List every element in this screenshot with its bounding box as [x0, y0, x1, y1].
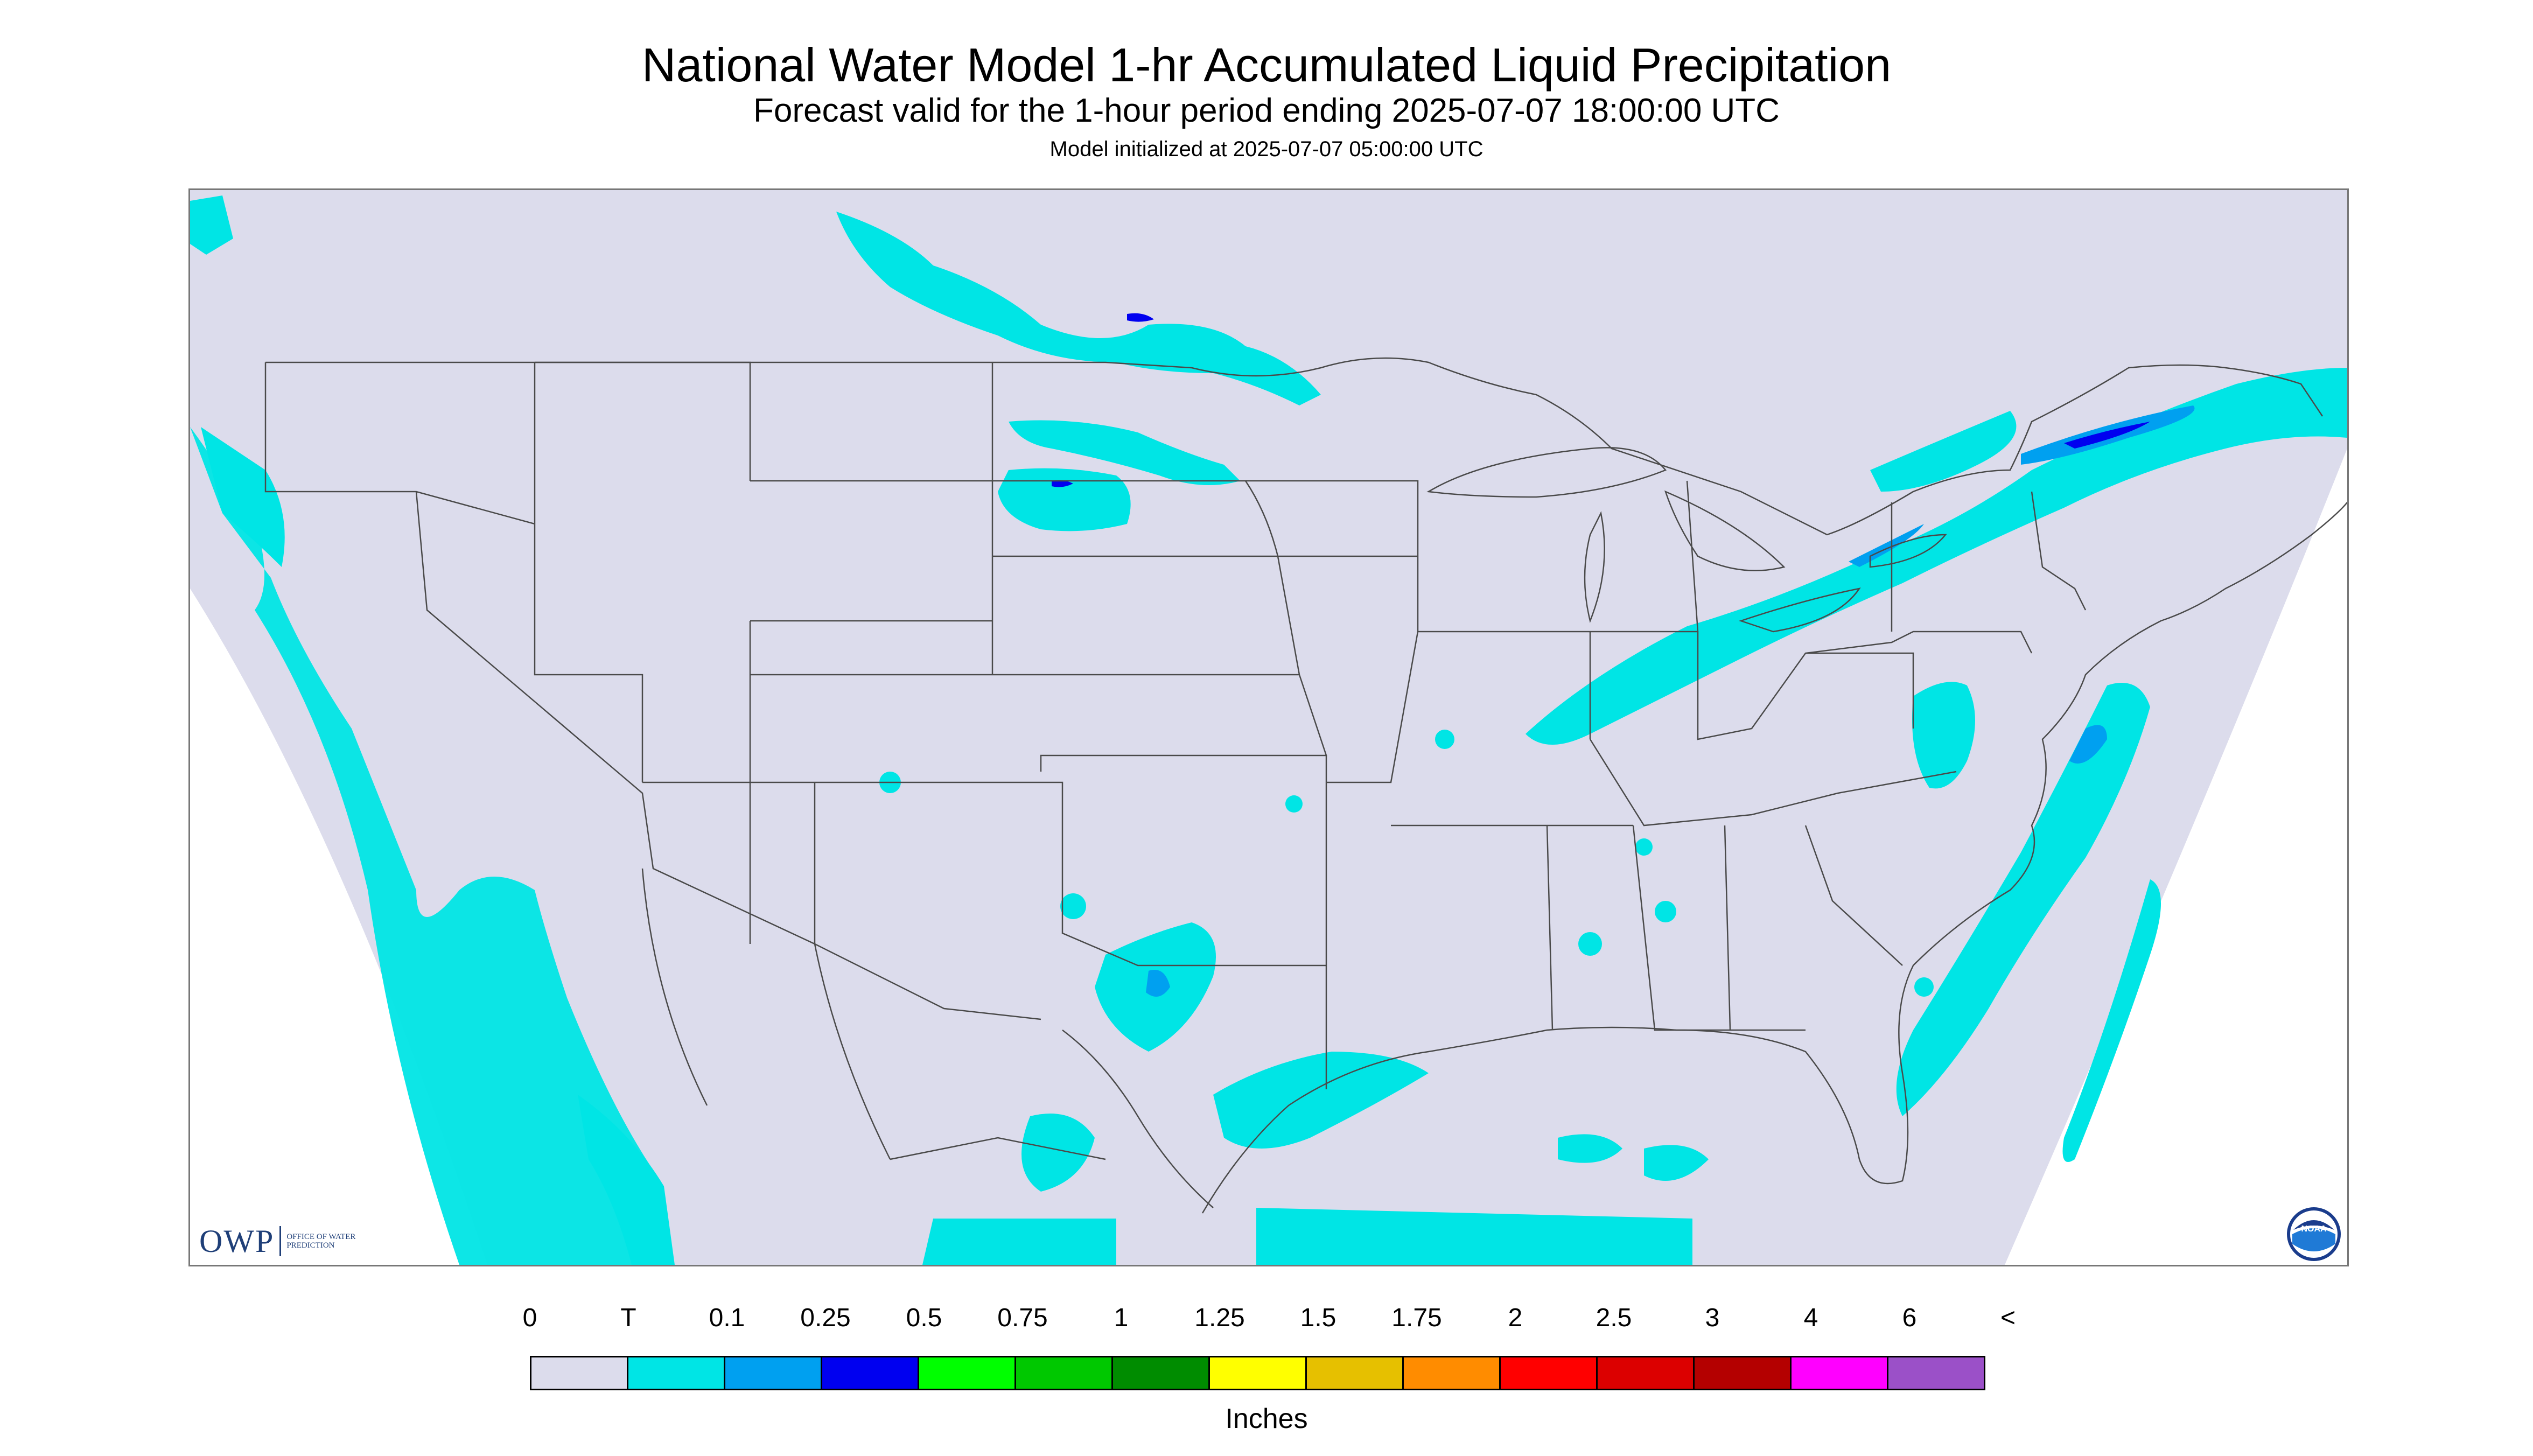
legend-unit-label: Inches	[1225, 1403, 1308, 1434]
precip-area-gulf-strip	[1256, 1208, 1692, 1265]
precip-cell	[1655, 901, 1676, 922]
precip-area-atlantic-offshore	[1896, 683, 2150, 1116]
precip-area-pacific-north	[201, 427, 285, 567]
noaa-logo-text: NOAA	[2301, 1224, 2327, 1234]
precip-area-mid-atlantic	[1912, 682, 1975, 789]
precip-cell	[1635, 838, 1653, 856]
precip-core-atlantic	[2069, 725, 2107, 764]
legend-tick-label: 0.25	[800, 1304, 851, 1332]
precip-cell	[1914, 977, 1934, 997]
legend-tick-label: 1.5	[1300, 1304, 1337, 1332]
legend-swatch	[1790, 1356, 1888, 1390]
precip-core-texas	[1146, 970, 1170, 997]
precip-core-canada	[1127, 313, 1154, 322]
precip-area-mexico-strip	[922, 1219, 1116, 1265]
legend-tick-label: 1	[1114, 1304, 1129, 1332]
legend-swatch	[1693, 1356, 1792, 1390]
precip-cell	[1285, 795, 1303, 813]
legend-color-bar	[530, 1356, 1985, 1390]
precip-cell	[1578, 932, 1602, 956]
legend-swatch	[1208, 1356, 1307, 1390]
map-title: National Water Model 1-hr Accumulated Li…	[641, 38, 1892, 92]
legend-tick-label: 0	[522, 1304, 537, 1332]
noaa-logo-icon: NOAA	[2287, 1207, 2341, 1261]
model-domain	[190, 190, 2347, 1265]
map-canvas	[190, 190, 2347, 1265]
legend-tick-label: <	[2000, 1304, 2016, 1332]
precip-area-atlantic-south	[2062, 879, 2161, 1162]
state-borders	[264, 361, 2087, 1089]
precip-area-great-lakes-band	[1526, 368, 2347, 745]
mexico-borders	[641, 868, 1106, 1160]
precip-area-baja-gulf	[578, 1095, 675, 1265]
precip-area-new-england	[1870, 411, 2017, 492]
legend-swatch	[724, 1356, 822, 1390]
precip-area-south-texas	[1021, 1114, 1095, 1192]
precip-area-gulf-east	[1644, 1145, 1709, 1181]
us-canada-border	[265, 357, 2324, 536]
legend-swatch	[1887, 1356, 1985, 1390]
precip-area-south-dakota	[998, 468, 1131, 531]
legend-tick-label: 2.5	[1596, 1304, 1632, 1332]
precip-cell	[1435, 730, 1454, 749]
owp-logo-icon: OWP OFFICE OF WATER PREDICTION	[199, 1222, 362, 1260]
precipitation-layer	[190, 195, 2347, 1265]
owp-abbr: OWP	[199, 1223, 275, 1259]
map-subtitle: Forecast valid for the 1-hour period end…	[753, 92, 1780, 129]
color-legend: 0 T 0.1 0.25 0.5 0.75 1 1.25 1.5 1.75 2 2.5 3 4 6 <	[523, 1303, 2016, 1390]
legend-tick-label: 0.5	[906, 1304, 942, 1332]
legend-tick-label: T	[620, 1304, 636, 1332]
legend-swatch	[1402, 1356, 1501, 1390]
legend-swatch	[627, 1356, 725, 1390]
precip-area-gulf-central	[1558, 1134, 1622, 1163]
precip-area-canada-prairie	[836, 212, 1321, 405]
precipitation-map	[188, 188, 2349, 1266]
precip-core-northeast-heavy	[2064, 422, 2150, 449]
legend-tick-label: 1.75	[1391, 1304, 1442, 1332]
legend-tick-label: 3	[1705, 1304, 1720, 1332]
legend-swatch	[821, 1356, 919, 1390]
legend-tick-label: 0.75	[997, 1304, 1048, 1332]
precip-core-nd	[1052, 480, 1073, 487]
legend-tick-label: 4	[1803, 1304, 1818, 1332]
legend-swatch	[1499, 1356, 1598, 1390]
precip-area-wa-coast	[190, 195, 233, 255]
great-lakes	[1426, 447, 1947, 633]
precip-area-texas-gulf-coast	[1213, 1052, 1429, 1149]
owp-full-name: OFFICE OF WATER PREDICTION	[286, 1233, 356, 1250]
precip-area-pacific	[190, 427, 664, 1265]
legend-swatch	[1111, 1356, 1210, 1390]
legend-swatch	[530, 1356, 628, 1390]
boundaries-layer	[264, 357, 2347, 1214]
legend-swatch	[918, 1356, 1016, 1390]
legend-tick-label: 2	[1508, 1304, 1523, 1332]
legend-tick-label: 1.25	[1194, 1304, 1245, 1332]
legend-tick-label: 6	[1902, 1304, 1917, 1332]
coastline-gulf	[1062, 502, 2347, 1214]
legend-swatch	[1596, 1356, 1695, 1390]
legend-swatch	[1305, 1356, 1404, 1390]
legend-tick-label: 0.1	[709, 1304, 745, 1332]
precip-area-north-dakota	[1009, 420, 1240, 485]
precip-cell	[1060, 893, 1086, 919]
precip-core-great-lakes	[1849, 524, 1924, 567]
model-init-line: Model initialized at 2025-07-07 05:00:00…	[1049, 137, 1484, 161]
legend-swatch	[1014, 1356, 1113, 1390]
